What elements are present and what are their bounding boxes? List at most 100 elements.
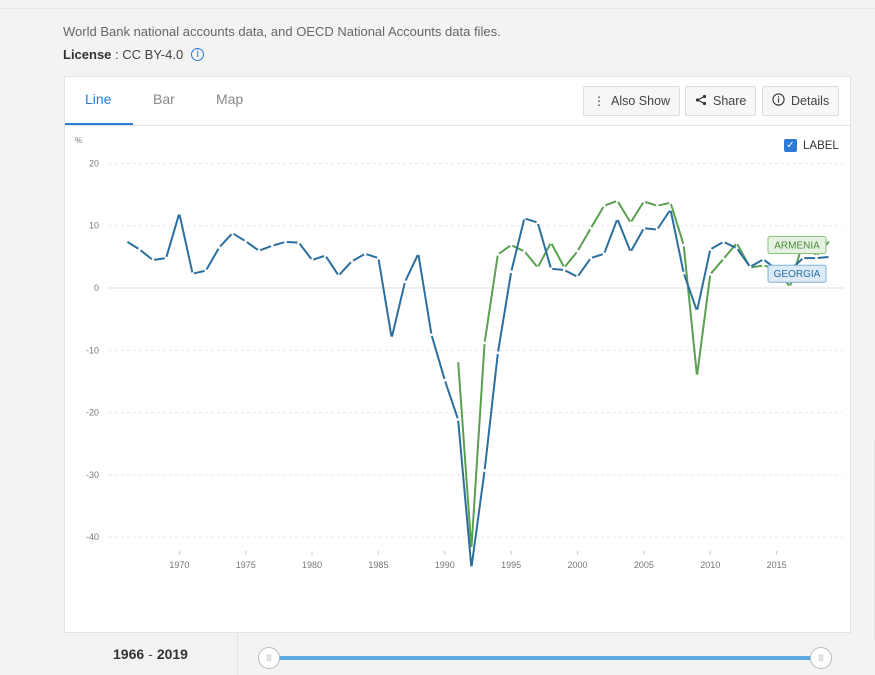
data-point-armenia — [642, 200, 646, 203]
x-tick-label: 2010 — [700, 560, 720, 570]
data-point-georgia — [828, 255, 832, 259]
data-point-georgia — [536, 221, 540, 225]
data-point-armenia — [761, 264, 765, 268]
series-label-box-armenia — [767, 236, 827, 255]
data-point-armenia — [576, 249, 579, 253]
data-point-georgia — [722, 240, 725, 244]
data-point-armenia — [828, 239, 832, 243]
data-point-georgia — [549, 267, 553, 271]
data-point-armenia — [815, 254, 818, 258]
data-point-armenia — [788, 285, 792, 289]
data-point-georgia — [761, 257, 765, 261]
data-point-armenia — [629, 221, 633, 225]
data-point-georgia — [191, 272, 195, 276]
details-button[interactable]: Details — [762, 86, 840, 116]
data-point-georgia — [164, 256, 168, 260]
share-label: Share — [713, 94, 747, 108]
x-tick-label: 1995 — [501, 560, 521, 570]
data-point-georgia — [443, 378, 447, 382]
data-point-armenia — [695, 374, 699, 378]
data-point-georgia — [323, 254, 327, 258]
data-point-georgia — [509, 270, 513, 274]
data-point-georgia — [735, 246, 739, 250]
range-start: 1966 — [113, 646, 145, 662]
x-tick-label: 1980 — [302, 560, 322, 570]
share-button[interactable]: Share — [685, 86, 757, 116]
y-tick-label: 10 — [89, 221, 99, 231]
range-end-handle[interactable]: ||| — [810, 647, 832, 669]
data-point-georgia — [642, 226, 646, 230]
data-point-georgia — [284, 240, 287, 244]
active-tab-indicator — [65, 123, 133, 125]
data-point-georgia — [615, 217, 619, 221]
series-label-box-georgia — [767, 264, 827, 283]
data-point-georgia — [363, 252, 367, 256]
source-text: World Bank national accounts data, and O… — [63, 24, 501, 39]
chart-panel: Line Bar Map ⋮ Also Show Share Details ✓… — [64, 76, 851, 674]
data-point-armenia — [589, 226, 593, 230]
data-point-georgia — [377, 256, 380, 260]
data-point-armenia — [536, 266, 540, 269]
license-separator: : — [111, 47, 123, 62]
data-point-georgia — [655, 228, 659, 231]
data-point-georgia — [589, 256, 593, 260]
tab-bar[interactable]: Bar — [153, 91, 175, 107]
data-point-georgia — [708, 248, 712, 251]
data-point-georgia — [297, 241, 301, 244]
share-icon — [695, 94, 707, 109]
data-point-georgia — [695, 309, 699, 313]
data-point-georgia — [496, 351, 500, 355]
data-point-armenia — [562, 266, 566, 269]
range-slider-track[interactable] — [270, 656, 820, 660]
data-point-georgia — [416, 252, 420, 256]
data-point-georgia — [138, 248, 141, 251]
data-point-georgia — [748, 265, 752, 269]
data-point-armenia — [456, 359, 460, 363]
info-icon[interactable]: i — [191, 48, 205, 61]
data-point-georgia — [483, 469, 487, 472]
data-point-georgia — [576, 275, 579, 279]
x-tick-label: 2005 — [634, 560, 654, 570]
license-label: License — [63, 47, 112, 62]
also-show-button[interactable]: ⋮ Also Show — [583, 86, 681, 116]
series-line-georgia — [125, 208, 830, 569]
data-point-georgia — [270, 244, 274, 248]
tab-map[interactable]: Map — [216, 91, 244, 107]
data-point-georgia — [602, 252, 606, 256]
data-point-georgia — [669, 208, 672, 211]
data-point-georgia — [231, 231, 234, 235]
y-axis-unit-label: % — [75, 137, 82, 145]
license-line: License : CC BY-4.0 i — [63, 47, 205, 62]
data-point-georgia — [562, 268, 566, 272]
data-point-armenia — [682, 243, 686, 247]
tab-line[interactable]: Line — [85, 91, 112, 107]
also-show-label: Also Show — [611, 94, 671, 108]
data-point-armenia — [523, 249, 526, 253]
range-end: 2019 — [156, 646, 188, 662]
y-tick-label: -20 — [86, 408, 99, 418]
checkbox-checked-icon[interactable]: ✓ — [784, 139, 797, 152]
data-point-georgia — [350, 259, 354, 263]
series-label-armenia: ARMENIA — [774, 241, 820, 252]
data-point-georgia — [801, 256, 805, 260]
data-point-armenia — [549, 241, 553, 244]
range-start-handle[interactable]: ||| — [258, 647, 280, 669]
data-point-georgia — [815, 256, 818, 260]
data-point-armenia — [655, 204, 659, 208]
data-point-georgia — [217, 246, 221, 249]
chart-type-tabs: Line Bar Map ⋮ Also Show Share Details — [65, 77, 850, 126]
x-tick-label: 1985 — [368, 560, 388, 570]
data-point-georgia — [337, 274, 341, 277]
data-point-armenia — [735, 241, 739, 245]
data-point-armenia — [496, 252, 500, 256]
y-tick-label: -40 — [86, 532, 99, 542]
data-point-armenia — [615, 199, 619, 203]
data-point-georgia — [204, 269, 208, 272]
data-point-armenia — [708, 272, 712, 276]
label-toggle[interactable]: ✓ LABEL — [784, 139, 839, 152]
data-point-georgia — [403, 280, 407, 284]
range-bar: 1966 - 2019 ||| ||| — [64, 632, 851, 675]
data-point-armenia — [602, 204, 606, 208]
x-tick-label: 1975 — [236, 560, 256, 570]
